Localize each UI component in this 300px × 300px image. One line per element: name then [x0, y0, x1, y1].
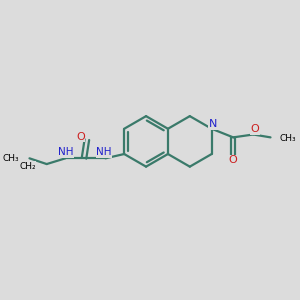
- Text: NH: NH: [96, 147, 112, 157]
- Text: N: N: [209, 119, 217, 130]
- Text: NH: NH: [58, 147, 73, 157]
- Text: CH₃: CH₃: [3, 154, 20, 163]
- Text: O: O: [250, 124, 259, 134]
- Text: O: O: [229, 155, 238, 165]
- Text: O: O: [76, 132, 85, 142]
- Text: CH₂: CH₂: [19, 162, 36, 171]
- Text: CH₃: CH₃: [280, 134, 296, 143]
